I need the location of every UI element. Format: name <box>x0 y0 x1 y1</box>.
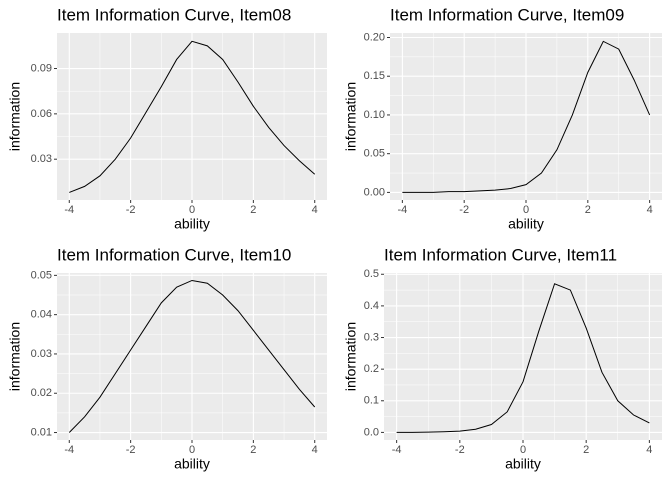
y-tick-label: 0.05 <box>364 148 385 160</box>
x-tick-label: 0 <box>189 204 195 216</box>
y-tick-label: 0.01 <box>31 426 52 438</box>
x-tick-label: 0 <box>523 204 529 216</box>
y-tick-label: 0.05 <box>31 269 52 281</box>
line <box>402 40 651 193</box>
y-tick-label: 0.09 <box>31 62 52 74</box>
x-tick-label: -2 <box>126 204 136 216</box>
y-tick-label: 0.15 <box>364 70 385 82</box>
x-tick-label: 4 <box>312 444 318 456</box>
y-tick-label: 0.06 <box>31 108 52 120</box>
x-tick-label: 2 <box>250 204 256 216</box>
line <box>69 40 316 193</box>
y-tick-label: 0.5 <box>364 268 379 280</box>
x-tick-label: -2 <box>455 444 465 456</box>
y-tick-label: 0.4 <box>364 300 379 312</box>
x-tick-label: -2 <box>459 204 469 216</box>
y-tick-label: 0.2 <box>364 363 379 375</box>
x-tick-label: 0 <box>189 444 195 456</box>
y-axis-title: information <box>7 82 23 151</box>
y-axis-title: information <box>7 322 23 391</box>
y-axis-title: information <box>343 322 359 391</box>
y-tick-label: 0.20 <box>364 31 385 43</box>
x-tick-label: -4 <box>392 444 402 456</box>
line <box>396 283 650 433</box>
line <box>68 279 316 433</box>
y-tick-label: 0.1 <box>364 395 379 407</box>
y-tick-label: 0.03 <box>31 153 52 165</box>
y-tick-label: 0.10 <box>364 109 385 121</box>
y-tick-label: 0.04 <box>31 309 52 321</box>
x-axis-title: ability <box>508 216 544 232</box>
chart-title: Item Information Curve, Item09 <box>390 5 624 24</box>
chart-title: Item Information Curve, Item10 <box>57 245 291 264</box>
x-tick-label: -2 <box>126 444 136 456</box>
y-tick-label: 0.02 <box>31 387 52 399</box>
x-tick-label: 2 <box>250 444 256 456</box>
y-axis-title: information <box>343 82 359 151</box>
x-tick-label: -4 <box>397 204 407 216</box>
x-axis-title: ability <box>174 456 210 472</box>
y-tick-label: 0.03 <box>31 348 52 360</box>
y-tick-label: 0.3 <box>364 331 379 343</box>
x-tick-label: 2 <box>585 204 591 216</box>
x-axis-title: ability <box>505 456 541 472</box>
x-tick-label: 0 <box>520 444 526 456</box>
chart-title: Item Information Curve, Item08 <box>57 5 291 24</box>
x-tick-label: 4 <box>646 444 652 456</box>
x-tick-label: 4 <box>647 204 653 216</box>
x-tick-label: -4 <box>64 204 74 216</box>
x-axis-title: ability <box>174 216 210 232</box>
x-tick-label: 4 <box>312 204 318 216</box>
chart-title: Item Information Curve, Item11 <box>384 245 617 264</box>
x-tick-label: -4 <box>64 444 74 456</box>
y-tick-label: 0.00 <box>364 186 385 198</box>
x-tick-label: 2 <box>583 444 589 456</box>
y-tick-label: 0.0 <box>364 426 379 438</box>
